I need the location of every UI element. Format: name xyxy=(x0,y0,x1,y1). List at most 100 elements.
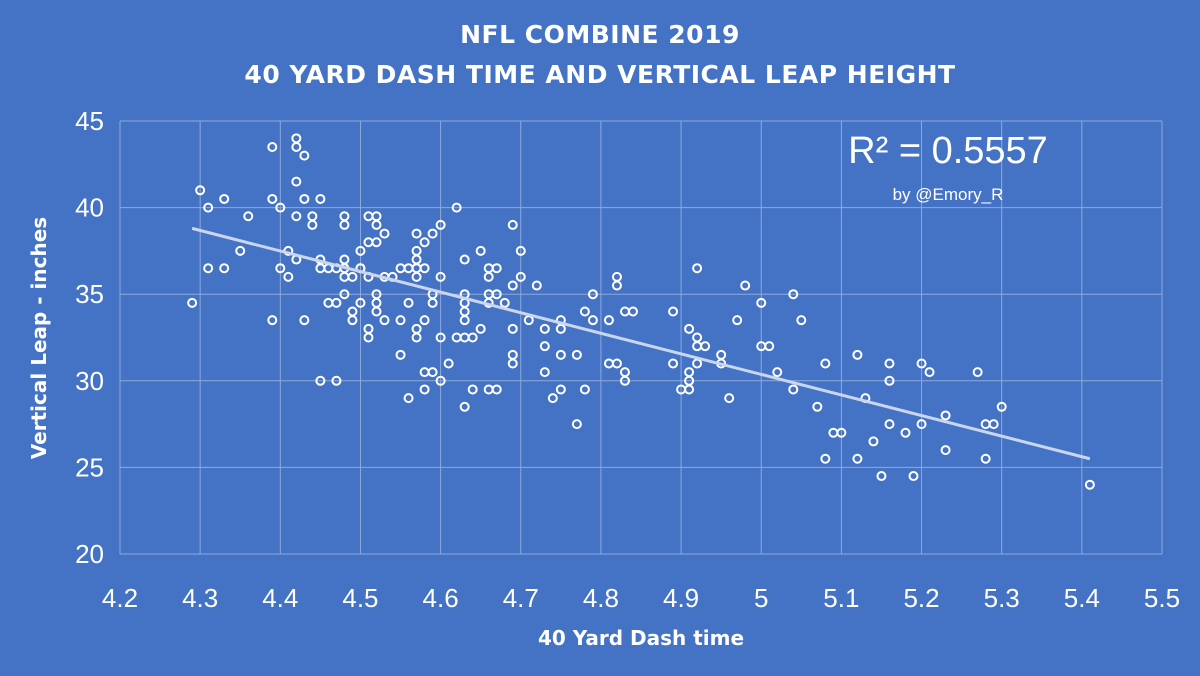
data-point xyxy=(611,280,622,291)
data-point xyxy=(411,323,422,334)
data-points xyxy=(187,133,1095,490)
data-point xyxy=(587,315,598,326)
y-tick-label: 20 xyxy=(75,539,104,569)
data-point xyxy=(315,193,326,204)
data-point xyxy=(579,384,590,395)
y-tick-label: 40 xyxy=(75,193,104,223)
data-point xyxy=(299,150,310,161)
data-point xyxy=(507,349,518,360)
data-point xyxy=(275,202,286,213)
data-point xyxy=(515,245,526,256)
data-point xyxy=(908,471,919,482)
data-point xyxy=(363,237,374,248)
x-tick-label: 5.1 xyxy=(823,583,859,613)
data-point xyxy=(187,297,198,308)
data-point xyxy=(924,367,935,378)
data-point xyxy=(868,436,879,447)
data-point xyxy=(619,375,630,386)
y-tick-label: 25 xyxy=(75,452,104,482)
data-point xyxy=(379,315,390,326)
data-point xyxy=(291,133,302,144)
data-point xyxy=(219,193,230,204)
data-point xyxy=(820,358,831,369)
data-point xyxy=(435,332,446,343)
data-point xyxy=(571,349,582,360)
data-point xyxy=(603,358,614,369)
data-point xyxy=(531,280,542,291)
data-point xyxy=(483,263,494,274)
data-point xyxy=(427,297,438,308)
data-point xyxy=(339,211,350,222)
x-tick-label: 4.7 xyxy=(503,583,539,613)
data-point xyxy=(331,297,342,308)
data-point xyxy=(459,306,470,317)
data-point xyxy=(355,297,366,308)
data-point xyxy=(403,393,414,404)
data-point xyxy=(275,263,286,274)
data-point xyxy=(307,219,318,230)
data-point xyxy=(435,219,446,230)
data-point xyxy=(852,453,863,464)
data-point xyxy=(427,228,438,239)
data-point xyxy=(555,349,566,360)
grid-lines xyxy=(119,120,1163,555)
data-point xyxy=(219,263,230,274)
data-point xyxy=(684,384,695,395)
data-point xyxy=(435,271,446,282)
data-point xyxy=(539,341,550,352)
y-tick-label: 30 xyxy=(75,366,104,396)
data-point xyxy=(339,254,350,265)
data-point xyxy=(475,323,486,334)
data-point xyxy=(732,315,743,326)
data-point xyxy=(243,211,254,222)
data-point xyxy=(515,271,526,282)
data-point xyxy=(419,237,430,248)
data-point xyxy=(611,358,622,369)
data-point xyxy=(788,384,799,395)
data-point xyxy=(619,306,630,317)
data-point xyxy=(788,289,799,300)
data-point xyxy=(627,306,638,317)
data-point xyxy=(395,349,406,360)
x-tick-label: 5.3 xyxy=(984,583,1020,613)
data-point xyxy=(988,419,999,430)
x-axis-ticks: 4.2 4.3 4.4 4.5 4.6 4.7 4.8 4.9 5 5.1 5.2 5.3 5.4 5.5 xyxy=(102,583,1180,613)
data-point xyxy=(299,315,310,326)
y-axis-label: Vertical Leap - inches xyxy=(27,217,51,459)
data-point xyxy=(195,185,206,196)
data-point xyxy=(579,306,590,317)
data-point xyxy=(555,384,566,395)
data-point xyxy=(740,280,751,291)
x-tick-label: 5 xyxy=(754,583,768,613)
data-point xyxy=(459,401,470,412)
data-point xyxy=(371,219,382,230)
data-point xyxy=(539,367,550,378)
data-point xyxy=(668,306,679,317)
data-point xyxy=(884,419,895,430)
x-tick-label: 4.2 xyxy=(102,583,138,613)
data-point xyxy=(203,263,214,274)
data-point xyxy=(315,375,326,386)
data-point xyxy=(371,297,382,308)
x-tick-label: 4.5 xyxy=(342,583,378,613)
data-point xyxy=(700,341,711,352)
data-point xyxy=(371,306,382,317)
data-point xyxy=(467,384,478,395)
x-tick-label: 4.3 xyxy=(182,583,218,613)
data-point xyxy=(692,332,703,343)
data-point xyxy=(379,228,390,239)
data-point xyxy=(972,367,983,378)
data-point xyxy=(363,211,374,222)
data-point xyxy=(587,289,598,300)
trendline xyxy=(191,226,1091,461)
data-point xyxy=(235,245,246,256)
data-point xyxy=(355,245,366,256)
data-point xyxy=(483,271,494,282)
x-tick-label: 4.4 xyxy=(262,583,298,613)
data-point xyxy=(363,332,374,343)
data-point xyxy=(724,393,735,404)
data-point xyxy=(900,427,911,438)
x-tick-label: 5.5 xyxy=(1144,583,1180,613)
data-point xyxy=(491,384,502,395)
